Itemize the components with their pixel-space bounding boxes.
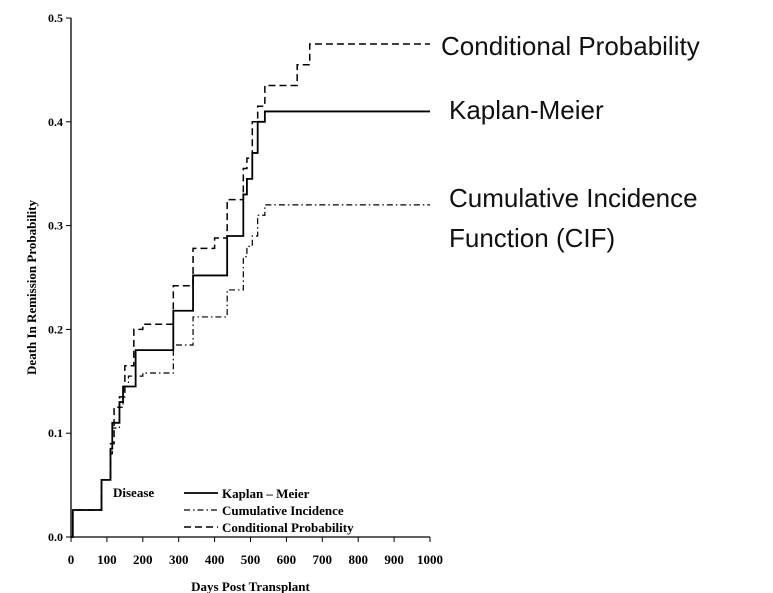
- legend-group-label: Disease: [113, 485, 154, 500]
- legend-entry: Cumulative Incidence: [222, 503, 344, 518]
- annotations: Conditional Probability Kaplan-Meier Cumul…: [441, 31, 700, 253]
- annotation-label: Cumulative Incidence: [449, 183, 698, 213]
- y-tick-label: 0.1: [48, 426, 63, 440]
- x-tick-label: 200: [133, 552, 153, 567]
- annotation-label: Function (CIF): [449, 223, 615, 253]
- x-tick-label: 500: [241, 552, 261, 567]
- y-tick-label: 0.2: [48, 322, 63, 336]
- y-axis-label: Death In Remission Probability: [24, 200, 39, 375]
- x-axis-label: Days Post Transplant: [191, 579, 310, 593]
- annotation-label: Conditional Probability: [441, 31, 700, 61]
- legend-entry: Kaplan – Meier: [222, 486, 310, 501]
- axes-layer: 0 100 200 300 400 500 600 700 800 900 1000 0.0 0.1 0.…: [24, 11, 443, 593]
- legend: Disease Kaplan – Meier Cumulative Incidenc…: [113, 485, 354, 535]
- series-line-conditional-probability: [71, 43, 430, 538]
- series-layer: [71, 43, 430, 538]
- y-tick-label: 0.5: [48, 11, 63, 25]
- x-tick-label: 300: [169, 552, 189, 567]
- x-tick-label: 1000: [417, 552, 443, 567]
- x-tick-label: 400: [205, 552, 225, 567]
- x-tick-label: 100: [97, 552, 117, 567]
- y-tick-label: 0.3: [48, 219, 63, 233]
- y-tick-label: 0.4: [48, 115, 63, 129]
- x-tick-label: 900: [384, 552, 404, 567]
- series-line-kaplan-meier: [71, 110, 430, 538]
- x-tick-label: 800: [348, 552, 368, 567]
- x-tick-label: 0: [68, 552, 75, 567]
- x-tick-label: 700: [313, 552, 333, 567]
- legend-entry: Conditional Probability: [222, 520, 354, 535]
- annotation-label: Kaplan-Meier: [449, 95, 604, 125]
- x-tick-label: 600: [277, 552, 297, 567]
- y-tick-label: 0.0: [48, 530, 63, 544]
